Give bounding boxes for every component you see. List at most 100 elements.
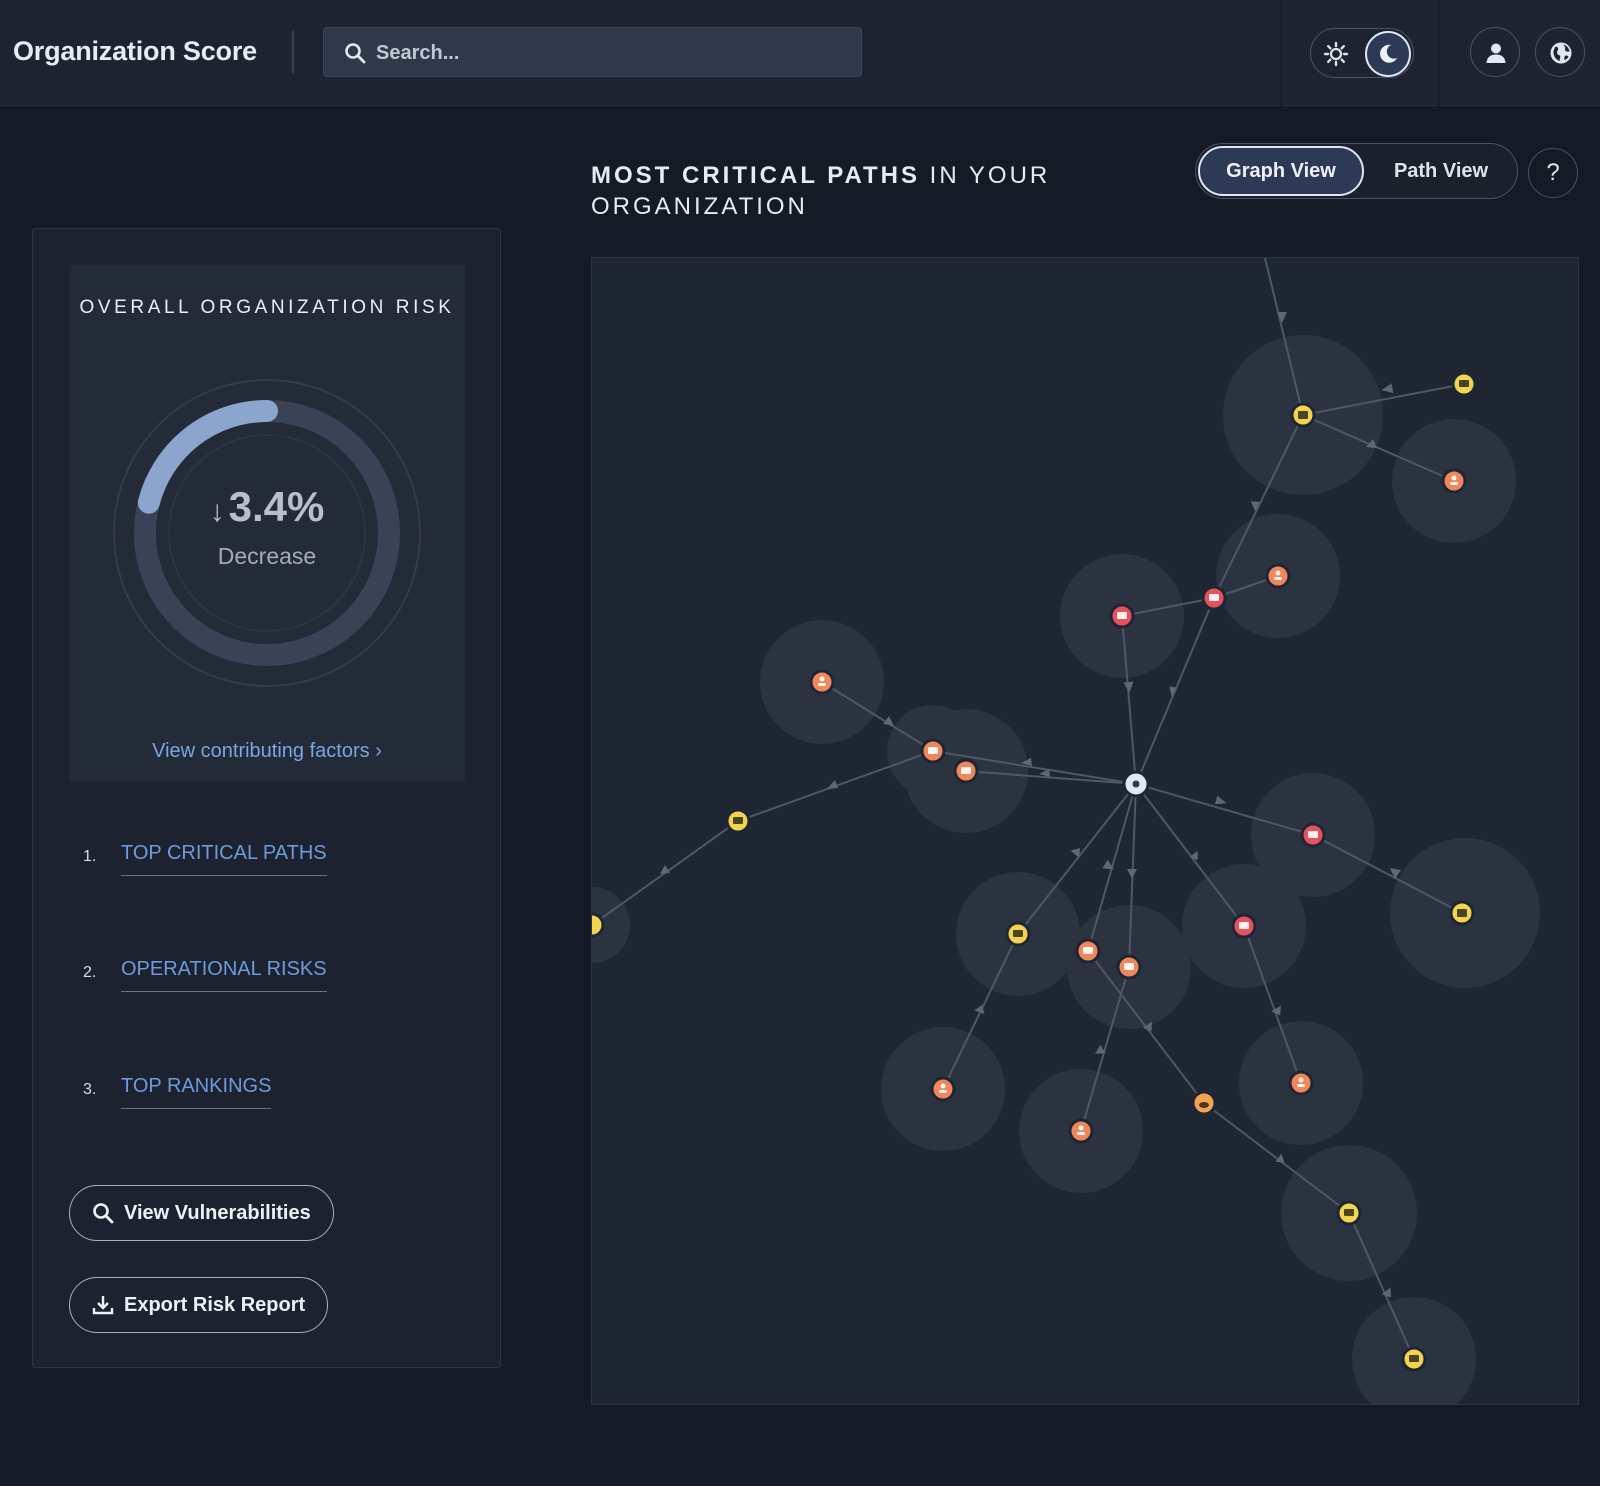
tab-graph-view[interactable]: Graph View: [1198, 146, 1364, 196]
user-icon: [819, 676, 825, 682]
dark-mode-button[interactable]: [1365, 31, 1411, 77]
edge-arrow: [660, 865, 670, 874]
email-icon: [1409, 1355, 1419, 1362]
edge-arrow: [1102, 859, 1114, 870]
edge-arrow: [974, 1005, 985, 1015]
user-icon: [1275, 570, 1281, 576]
edge-arrow: [1021, 758, 1032, 766]
edge: [1264, 258, 1304, 416]
edge: [1302, 383, 1465, 416]
email-icon: [1083, 947, 1093, 954]
view-toggle: Graph View Path View: [1195, 143, 1518, 199]
user-icon: [1297, 1084, 1305, 1087]
search-box[interactable]: [323, 27, 862, 77]
left-panel: OVERALL ORGANIZATION RISK ↓3.4% Decrease…: [32, 228, 501, 1368]
email-icon: [961, 767, 971, 774]
risk-card: OVERALL ORGANIZATION RISK ↓3.4% Decrease…: [69, 265, 465, 781]
email-icon: [1013, 930, 1023, 937]
edge-arrow: [1127, 869, 1137, 879]
header-separator: [1280, 0, 1282, 106]
user-icon: [1486, 43, 1506, 63]
edge: [1203, 1102, 1350, 1214]
risk-value-text: 3.4%: [228, 483, 325, 530]
user-icon: [939, 1090, 947, 1093]
header-separator: [1438, 0, 1440, 106]
export-risk-report-button[interactable]: Export Risk Report: [69, 1277, 329, 1333]
server-node[interactable]: [592, 912, 605, 938]
nav-label[interactable]: TOP RANKINGS: [121, 1075, 272, 1109]
edge: [1243, 925, 1302, 1084]
search-icon: [345, 43, 366, 64]
user-node[interactable]: [1265, 563, 1291, 589]
download-icon: [92, 1296, 114, 1315]
theme-toggle[interactable]: [1310, 28, 1414, 78]
edge-arrow: [827, 780, 838, 789]
workstation-icon: [1459, 380, 1469, 387]
edge-arrow: [1381, 1287, 1391, 1298]
language-button[interactable]: [1535, 27, 1585, 77]
user-icon: [1298, 1077, 1304, 1083]
nav-label[interactable]: TOP CRITICAL PATHS: [121, 842, 327, 876]
edge: [1135, 783, 1245, 927]
edge: [821, 681, 934, 752]
help-button[interactable]: ?: [1528, 148, 1578, 198]
edge: [1017, 783, 1137, 935]
gauge-progress-arc: [137, 400, 278, 514]
edge-arrow: [1123, 681, 1134, 693]
title-divider: [292, 31, 294, 73]
user-icon: [1078, 1125, 1084, 1131]
server-icon: [1298, 411, 1308, 419]
email-icon: [928, 747, 938, 754]
email-icon: [1239, 922, 1249, 929]
tab-path-view[interactable]: Path View: [1393, 159, 1489, 182]
user-node[interactable]: [1068, 1118, 1094, 1144]
user-node[interactable]: [1441, 468, 1467, 494]
edge-arrow: [1277, 312, 1287, 323]
export-risk-report-label: Export Risk Report: [124, 1293, 306, 1316]
user-node[interactable]: [930, 1076, 956, 1102]
page-title: MOST CRITICAL PATHS IN YOUR ORGANIZATION: [591, 160, 1151, 222]
risk-title: OVERALL ORGANIZATION RISK: [79, 297, 455, 318]
nav-number: 3.: [83, 1081, 97, 1098]
graph-canvas: [592, 258, 1540, 1404]
view-contributing-factors-link[interactable]: View contributing factors ›: [69, 740, 465, 763]
sun-icon[interactable]: [1323, 41, 1349, 67]
risk-gauge: [113, 379, 421, 687]
user-node[interactable]: [809, 669, 835, 695]
moon-icon: [1380, 44, 1397, 63]
email-icon: [1117, 612, 1127, 619]
arrow-down-icon: ↓: [209, 495, 225, 528]
contributing-factors-text: View contributing factors: [152, 740, 370, 762]
nav-number: 2.: [83, 964, 97, 981]
edge-arrow: [1142, 1021, 1152, 1032]
risk-change-label: Decrease: [217, 543, 317, 569]
view-vulnerabilities-button[interactable]: View Vulnerabilities: [69, 1185, 334, 1241]
profile-button[interactable]: [1470, 27, 1520, 77]
critical-paths-graph[interactable]: [591, 257, 1579, 1405]
edge-arrow: [883, 716, 894, 726]
search-input[interactable]: [376, 36, 846, 70]
email-icon: [1308, 831, 1318, 838]
server-icon: [1457, 909, 1467, 917]
edge-arrow: [1366, 439, 1377, 448]
asset-icon: [1132, 780, 1140, 788]
edge: [1302, 414, 1455, 482]
globe-icon: [1550, 42, 1572, 64]
edge-arrow: [1214, 795, 1227, 805]
nav-label[interactable]: OPERATIONAL RISKS: [121, 958, 327, 992]
user-node[interactable]: [1288, 1070, 1314, 1096]
edge: [1135, 597, 1215, 785]
chevron-right-icon: ›: [375, 740, 382, 762]
edge: [965, 770, 1137, 785]
email-icon: [1209, 594, 1219, 601]
cloud-icon: [1199, 1102, 1209, 1108]
risk-value: ↓3.4%: [69, 483, 465, 531]
edge-arrow: [1381, 383, 1394, 394]
edge-arrow: [1390, 868, 1401, 879]
edge: [1121, 615, 1137, 785]
edge-arrow: [1250, 501, 1260, 512]
page-title-rest: IN YOUR ORGANIZATION: [591, 162, 1051, 220]
edge: [1213, 414, 1304, 599]
page-title-strong: MOST CRITICAL PATHS: [591, 162, 920, 189]
edge-arrow: [1275, 1153, 1285, 1163]
